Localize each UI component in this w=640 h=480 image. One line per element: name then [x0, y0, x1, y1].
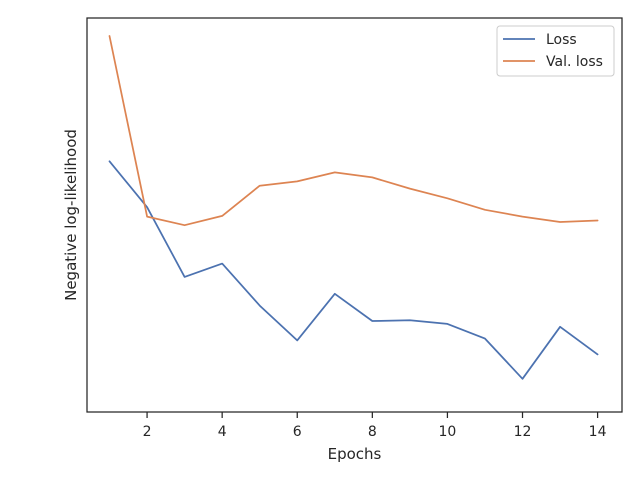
x-tick-label: 8 [368, 424, 377, 440]
series-line-val-loss [108, 35, 599, 227]
x-tick-label: 12 [514, 424, 532, 440]
x-tick-label: 6 [293, 424, 302, 440]
x-tick-label: 10 [439, 424, 457, 440]
x-axis-ticks: 2 4 6 8 10 12 14 [143, 412, 607, 440]
x-tick-label: 14 [589, 424, 607, 440]
y-axis-title: Negative log-likelihood [62, 129, 80, 301]
x-axis-title: Epochs [328, 445, 382, 463]
legend: Loss Val. loss [496, 25, 615, 77]
legend-label-loss: Loss [546, 32, 577, 48]
legend-label-val-loss: Val. loss [546, 54, 603, 70]
series-line-loss [108, 160, 599, 380]
x-tick-label: 2 [143, 424, 152, 440]
x-tick-label: 4 [218, 424, 227, 440]
plot-area [86, 17, 623, 413]
series-layer [108, 35, 599, 380]
